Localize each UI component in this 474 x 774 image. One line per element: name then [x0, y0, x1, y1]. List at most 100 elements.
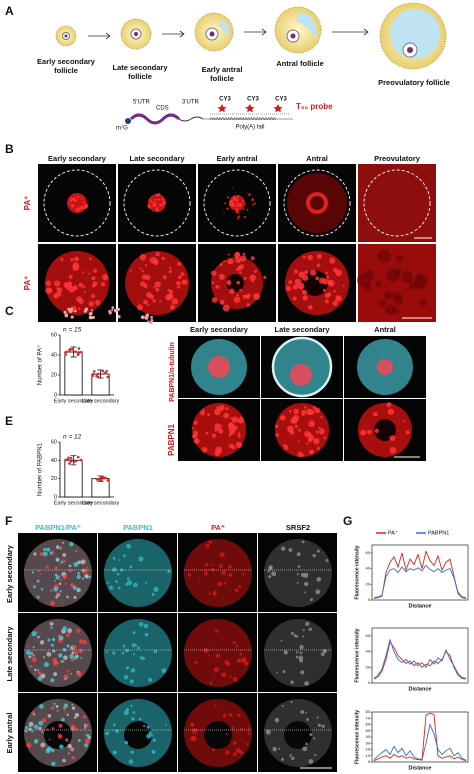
texture-spot [175, 280, 181, 286]
texture-spot [198, 578, 200, 580]
texture-spot [63, 560, 66, 563]
texture-spot [59, 578, 63, 582]
texture-spot [76, 296, 82, 303]
texture-spot [77, 560, 81, 565]
texture-spot [54, 579, 56, 582]
texture-spot [208, 592, 212, 595]
nucleolus-hole [124, 721, 152, 749]
texture-spot [70, 204, 75, 208]
texture-spot [227, 196, 230, 199]
texture-spot [215, 653, 220, 658]
row-label: PA⁺ [23, 196, 32, 211]
texture-spot [147, 303, 150, 307]
x-tick-label: Late secondary [82, 398, 120, 404]
texture-spot [302, 255, 306, 259]
texture-spot [250, 256, 255, 261]
line-series [373, 564, 467, 599]
texture-spot [140, 315, 145, 320]
panel-label: A [5, 4, 14, 18]
texture-spot [296, 552, 301, 557]
texture-spot [290, 700, 293, 704]
texture-spot [300, 710, 305, 714]
texture-spot [41, 718, 47, 723]
texture-spot [71, 651, 75, 655]
texture-spot [240, 416, 243, 419]
row-label: PABPN1/α-tubulin [169, 342, 176, 402]
texture-spot [150, 315, 153, 319]
texture-spot [150, 318, 154, 322]
texture-spot [152, 751, 156, 754]
texture-spot [155, 252, 160, 257]
texture-spot [233, 752, 237, 757]
micrograph [178, 533, 257, 612]
texture-spot [78, 648, 83, 654]
texture-spot [51, 761, 56, 767]
texture-spot [144, 632, 149, 637]
texture-spot [239, 255, 247, 262]
texture-spot [31, 657, 37, 663]
texture-spot [316, 253, 322, 260]
point [96, 375, 100, 379]
texture-spot [221, 672, 227, 678]
texture-spot [304, 681, 309, 686]
annotation: n = 15 [63, 327, 82, 334]
texture-spot [75, 549, 78, 552]
texture-spot [304, 405, 307, 409]
texture-spot [242, 572, 245, 576]
point [79, 458, 83, 462]
texture-spot [58, 582, 62, 586]
texture-spot [308, 409, 315, 416]
micrograph [258, 613, 337, 692]
texture-spot [73, 656, 78, 660]
stage-label: Preovulatory follicle [378, 78, 450, 87]
texture-spot [65, 632, 70, 637]
texture-spot [236, 280, 241, 285]
texture-spot [73, 198, 76, 202]
texture-spot [162, 200, 165, 203]
texture-spot [54, 573, 58, 576]
texture-spot [219, 404, 225, 411]
texture-spot [242, 294, 248, 299]
texture-spot [223, 260, 226, 263]
texture-spot [123, 710, 129, 716]
bar [64, 351, 83, 396]
texture-spot [309, 598, 313, 602]
texture-spot [68, 202, 71, 205]
texture-spot [36, 635, 41, 639]
texture-spot [92, 281, 98, 287]
texture-spot [34, 739, 39, 744]
texture-spot [78, 639, 84, 644]
texture-spot [242, 657, 246, 661]
texture-spot [53, 586, 59, 592]
texture-spot [108, 311, 112, 315]
texture-spot [148, 205, 152, 209]
texture-spot [221, 570, 226, 576]
texture-spot [216, 406, 220, 410]
texture-spot [84, 743, 89, 748]
texture-spot [237, 432, 241, 435]
texture-spot [237, 203, 240, 206]
texture-spot [78, 282, 84, 288]
texture-spot [419, 298, 428, 307]
texture-spot [228, 422, 234, 428]
texture-spot [88, 315, 93, 320]
zona [271, 336, 333, 398]
texture-spot [281, 757, 285, 761]
texture-spot [161, 668, 167, 674]
stage-label: follicle [128, 72, 152, 81]
texture-spot [148, 731, 153, 735]
texture-spot [76, 195, 80, 199]
texture-spot [76, 574, 81, 580]
texture-spot [214, 629, 219, 633]
texture-spot [279, 415, 286, 421]
texture-spot [141, 269, 144, 273]
texture-spot [165, 294, 172, 301]
texture-spot [236, 658, 242, 663]
texture-spot [248, 193, 251, 196]
texture-spot [328, 279, 331, 283]
texture-spot [320, 652, 325, 656]
texture-spot [30, 665, 32, 668]
icon [63, 307, 77, 319]
texture-spot [31, 730, 34, 733]
texture-spot [312, 405, 316, 410]
